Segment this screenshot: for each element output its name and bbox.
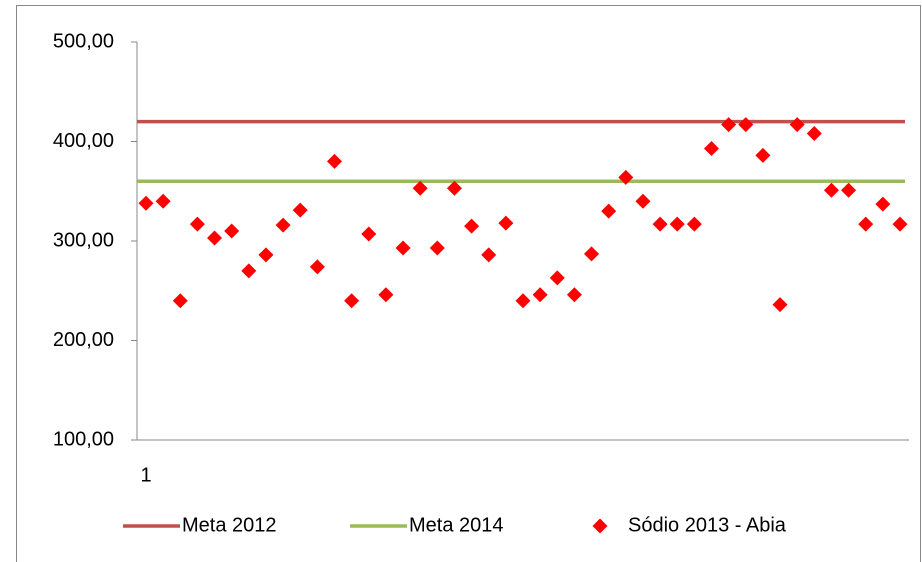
data-point [292, 202, 308, 218]
legend-label: Meta 2014 [409, 514, 504, 536]
data-point [395, 240, 411, 256]
data-point [258, 247, 274, 263]
data-point [155, 193, 171, 209]
data-point [721, 117, 737, 133]
data-point [755, 147, 771, 163]
data-point [378, 287, 394, 303]
y-tick-label: 500,00 [53, 30, 114, 52]
data-point [138, 195, 154, 211]
legend-swatch [592, 518, 608, 534]
data-point [892, 216, 908, 232]
data-point [515, 293, 531, 309]
data-point [412, 180, 428, 196]
data-point [224, 223, 240, 239]
chart-frame [16, 5, 921, 562]
data-point [738, 117, 754, 133]
legend-label: Sódio 2013 - Abia [628, 514, 787, 536]
legend-label: Meta 2012 [182, 514, 277, 536]
data-point [601, 203, 617, 219]
data-point [549, 270, 565, 286]
data-point [841, 182, 857, 198]
data-point [635, 193, 651, 209]
data-point [772, 297, 788, 313]
y-tick-label: 200,00 [53, 329, 114, 351]
data-point [464, 218, 480, 234]
data-point [823, 182, 839, 198]
data-point [686, 216, 702, 232]
data-point [327, 153, 342, 169]
data-point [172, 293, 188, 309]
data-point [704, 140, 719, 156]
data-point [875, 196, 891, 212]
data-point [344, 293, 360, 309]
data-point [207, 230, 223, 246]
data-point [618, 169, 634, 185]
data-point [241, 263, 257, 279]
data-point [806, 126, 822, 142]
data-point [446, 180, 462, 196]
data-point [858, 216, 874, 232]
data-point [498, 215, 514, 231]
data-point [429, 240, 445, 256]
data-point [669, 216, 685, 232]
x-tick-label: 1 [140, 464, 151, 486]
data-point [361, 226, 377, 242]
data-point [789, 117, 805, 133]
y-tick-label: 100,00 [53, 428, 114, 450]
y-tick-label: 300,00 [53, 229, 114, 251]
data-point [481, 247, 497, 263]
data-point [584, 246, 600, 262]
data-point [532, 287, 548, 303]
data-point [189, 216, 205, 232]
data-point [309, 259, 325, 275]
data-point [566, 287, 582, 303]
y-tick-label: 400,00 [53, 130, 114, 152]
data-point [275, 217, 291, 233]
data-point [652, 216, 668, 232]
